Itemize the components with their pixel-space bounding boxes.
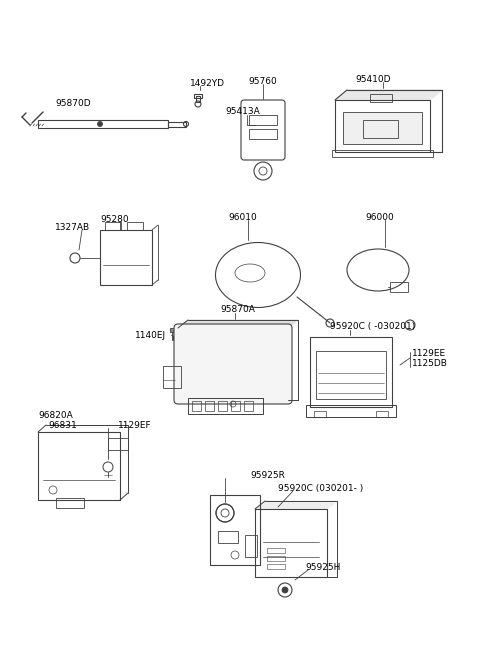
Bar bbox=[376, 411, 388, 417]
Text: 95413A: 95413A bbox=[225, 107, 260, 117]
Bar bbox=[335, 100, 430, 152]
Text: 95925H: 95925H bbox=[305, 563, 340, 572]
Bar bbox=[205, 401, 214, 411]
Circle shape bbox=[173, 336, 177, 340]
Bar bbox=[267, 548, 285, 553]
Bar bbox=[370, 94, 392, 102]
Bar bbox=[390, 282, 408, 292]
Text: 95280: 95280 bbox=[100, 214, 129, 223]
Text: 1129EE: 1129EE bbox=[412, 348, 446, 358]
Text: 1125DB: 1125DB bbox=[412, 358, 448, 367]
Text: 1140EJ: 1140EJ bbox=[135, 331, 166, 339]
Text: 95410D: 95410D bbox=[355, 75, 391, 83]
Polygon shape bbox=[335, 90, 442, 100]
Bar bbox=[105, 222, 121, 230]
Circle shape bbox=[97, 121, 103, 126]
Bar bbox=[218, 401, 227, 411]
Bar bbox=[332, 150, 433, 157]
Text: 95760: 95760 bbox=[248, 77, 277, 86]
Bar bbox=[310, 337, 392, 407]
Text: 95920C (030201- ): 95920C (030201- ) bbox=[278, 483, 363, 493]
Text: 1129EF: 1129EF bbox=[118, 421, 152, 430]
Bar bbox=[306, 405, 396, 417]
Text: 95925R: 95925R bbox=[250, 470, 285, 479]
Bar bbox=[316, 351, 386, 399]
Bar bbox=[196, 96, 200, 102]
Text: 96820A: 96820A bbox=[38, 411, 73, 419]
Text: 1327AB: 1327AB bbox=[55, 223, 90, 231]
Polygon shape bbox=[255, 501, 337, 509]
Bar bbox=[249, 129, 277, 139]
Bar bbox=[188, 398, 263, 414]
Bar bbox=[192, 401, 201, 411]
Bar bbox=[210, 495, 260, 565]
Bar bbox=[127, 222, 143, 230]
Bar bbox=[255, 509, 327, 577]
Bar bbox=[170, 328, 180, 332]
Text: 95870D: 95870D bbox=[55, 98, 91, 107]
Bar bbox=[314, 411, 326, 417]
FancyBboxPatch shape bbox=[174, 324, 292, 404]
Circle shape bbox=[282, 587, 288, 593]
Text: 95870A: 95870A bbox=[220, 305, 255, 314]
Bar bbox=[100, 230, 152, 285]
Text: 95920C ( -030201): 95920C ( -030201) bbox=[330, 322, 415, 331]
Bar bbox=[218, 531, 238, 543]
Bar bbox=[343, 112, 422, 144]
Bar bbox=[245, 535, 257, 557]
Bar bbox=[244, 401, 253, 411]
Bar bbox=[194, 94, 202, 98]
Text: 96010: 96010 bbox=[228, 212, 257, 221]
Bar bbox=[267, 564, 285, 569]
Bar bbox=[363, 120, 398, 138]
Bar bbox=[38, 432, 120, 500]
Text: 1492YD: 1492YD bbox=[190, 79, 225, 88]
Text: 96831: 96831 bbox=[48, 421, 77, 430]
Text: 96000: 96000 bbox=[365, 212, 394, 221]
Bar bbox=[172, 330, 178, 340]
Polygon shape bbox=[178, 320, 298, 328]
Bar bbox=[108, 438, 128, 450]
Bar bbox=[249, 115, 277, 125]
Bar bbox=[56, 498, 84, 508]
Bar bbox=[231, 401, 240, 411]
Bar bbox=[163, 366, 181, 388]
Bar bbox=[168, 121, 186, 126]
Bar bbox=[38, 120, 168, 128]
Bar bbox=[267, 556, 285, 561]
